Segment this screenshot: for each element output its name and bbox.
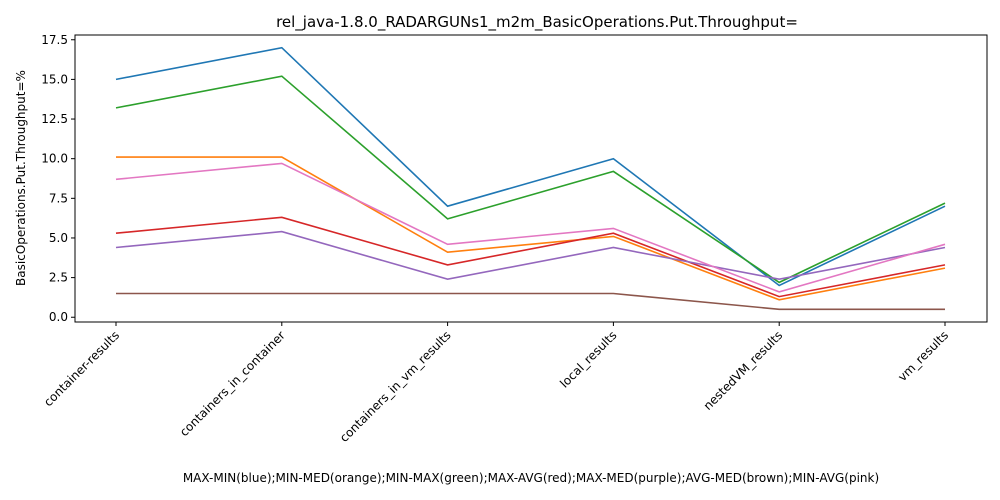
series-line-3: [115, 216, 946, 298]
y-tick-label: 7.5: [49, 191, 68, 205]
x-tick-label: containers_in_vm_results: [337, 328, 454, 445]
y-axis-label: BasicOperations.Put.Throughput=%: [14, 70, 28, 286]
x-tick-label: local_results: [557, 328, 619, 390]
x-tick-label: containers_in_container: [177, 328, 288, 439]
plot-frame: [74, 34, 988, 323]
series-line-5: [116, 292, 945, 311]
x-tick-label: nestedVM_results: [701, 328, 786, 413]
series-line-4: [115, 230, 946, 281]
y-tick-label: 15.0: [41, 72, 68, 86]
chart-title: rel_java-1.8.0_RADARGUNs1_m2m_BasicOpera…: [276, 13, 798, 32]
x-tick-label: container-results: [41, 328, 122, 409]
x-tick-label: vm_results: [895, 328, 951, 384]
x-axis-label: MAX-MIN(blue);MIN-MED(orange);MIN-MAX(gr…: [183, 471, 879, 485]
y-tick-label: 10.0: [41, 152, 68, 166]
series-line-6: [115, 162, 946, 293]
y-tick-label: 17.5: [41, 33, 68, 47]
x-axis: container-results containers_in_container…: [41, 322, 951, 445]
y-tick-label: 12.5: [41, 112, 68, 126]
y-tick-label: 5.0: [49, 231, 68, 245]
y-axis: 0.0 2.5 5.0 7.5 10.0 12.5 15.0 17.5: [41, 33, 75, 324]
series-line-1: [116, 156, 946, 301]
y-tick-label: 0.0: [49, 310, 68, 324]
series-line-2: [115, 75, 946, 284]
y-tick-label: 2.5: [49, 271, 68, 285]
series-line-0: [115, 46, 946, 287]
plot-lines: [115, 46, 946, 311]
